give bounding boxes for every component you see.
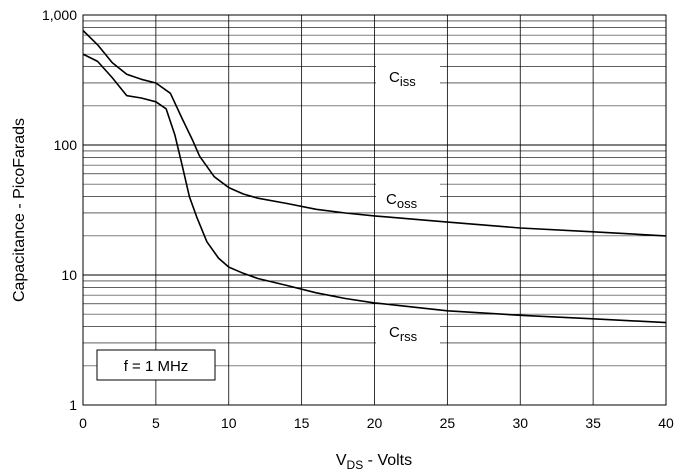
y-tick-labels: 1 10 100 1,000 bbox=[42, 7, 77, 413]
plot-frame bbox=[82, 14, 667, 406]
ciss-label: Ciss bbox=[389, 69, 416, 89]
x-tick-label: 15 bbox=[294, 415, 310, 431]
x-tick-labels: 0 5 10 15 20 25 30 35 40 bbox=[79, 415, 674, 431]
y-tick-label: 1 bbox=[69, 397, 77, 413]
label-gap bbox=[376, 58, 440, 90]
y-axis-label: Capacitance - PicoFarads bbox=[11, 118, 28, 302]
label-gap bbox=[376, 315, 440, 347]
x-tick-label: 25 bbox=[440, 415, 456, 431]
y-tick-label: 100 bbox=[54, 137, 78, 153]
label-gap bbox=[376, 182, 440, 212]
x-tick-label: 5 bbox=[152, 415, 160, 431]
x-tick-label: 40 bbox=[658, 415, 674, 431]
x-tick-label: 10 bbox=[221, 415, 237, 431]
x-tick-label: 20 bbox=[367, 415, 383, 431]
y-tick-label: 1,000 bbox=[42, 7, 77, 23]
series-oss-line bbox=[82, 29, 667, 237]
curves bbox=[82, 29, 667, 324]
x-tick-label: 35 bbox=[585, 415, 601, 431]
frequency-box bbox=[96, 349, 216, 381]
crss-label: Crss bbox=[389, 324, 418, 344]
x-tick-label: 30 bbox=[512, 415, 528, 431]
x-axis-label: VDS - Volts bbox=[336, 452, 412, 472]
coss-label: Coss bbox=[386, 191, 418, 211]
grid bbox=[82, 15, 667, 406]
x-tick-label: 0 bbox=[79, 415, 87, 431]
y-tick-label: 10 bbox=[61, 267, 77, 283]
series-iss-line bbox=[82, 53, 667, 324]
frequency-annotation: f = 1 MHz bbox=[124, 358, 189, 375]
